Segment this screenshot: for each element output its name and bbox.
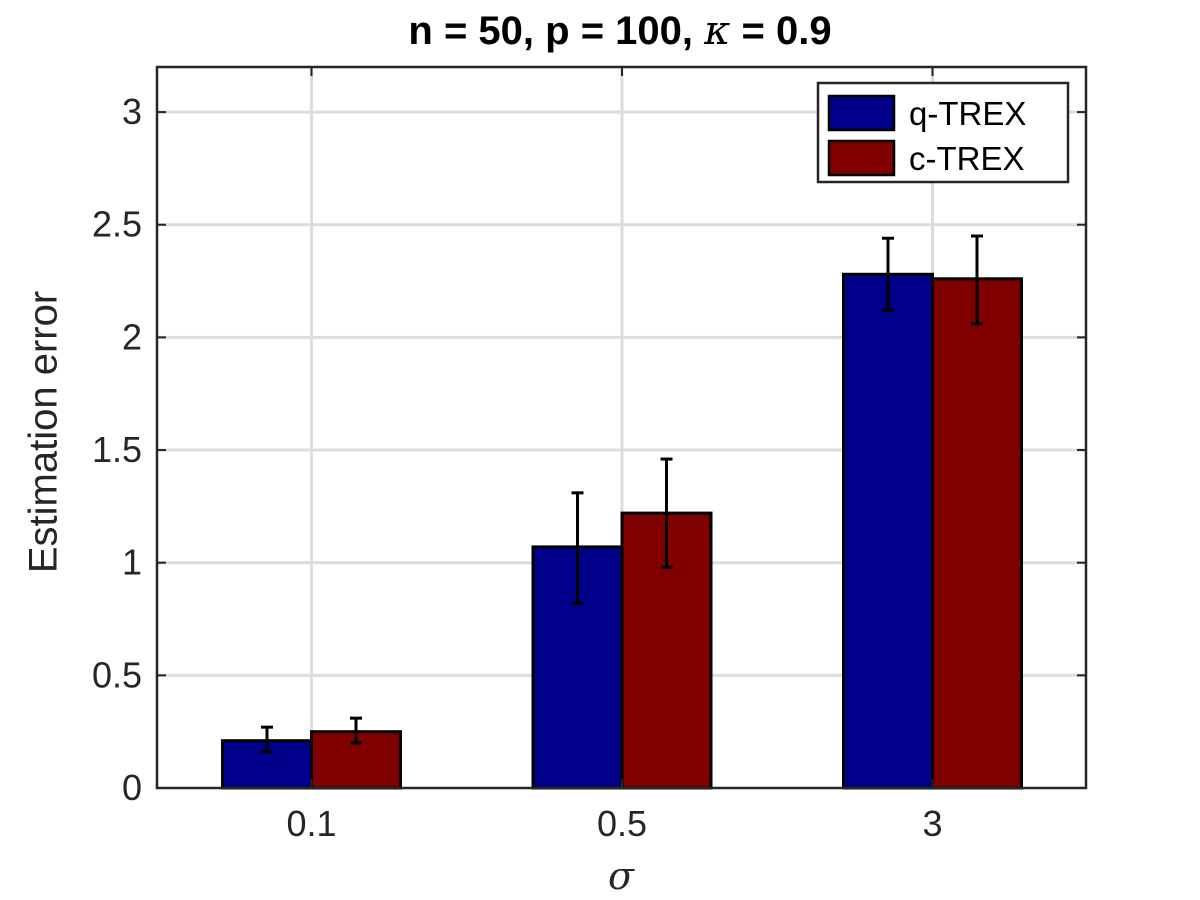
legend-label-q-TREX: q-TREX: [909, 95, 1026, 132]
x-tick-label: 0.5: [597, 803, 647, 844]
chart-title: n = 50, p = 100, κ = 0.9: [0, 8, 1200, 54]
tick-labels: 0 0.5 1 1.5 2 2.5 3 0.1 0.5 3: [92, 67, 1086, 844]
x-axis-label: σ: [608, 854, 634, 898]
error-bars: [261, 234, 983, 754]
y-axis-label: Estimation error: [21, 290, 66, 574]
y-tick-label: 0.5: [92, 654, 142, 695]
legend-swatch-c-TREX: [827, 139, 896, 177]
x-tick-label: 0.1: [286, 803, 336, 844]
legend-label-c-TREX: c-TREX: [909, 140, 1025, 177]
chart-title-suffix: = 0.9: [730, 9, 832, 53]
y-tick-label: 3: [122, 91, 142, 132]
chart-title-prefix: n = 50, p = 100,: [408, 9, 705, 53]
bar-q-TREX-3: [842, 272, 934, 790]
x-tick-label: 3: [922, 803, 942, 844]
y-tick-label: 1: [122, 542, 142, 583]
y-tick-label: 2: [122, 316, 142, 357]
chart-title-symbol: κ: [704, 8, 731, 54]
y-tick-label: 2.5: [92, 204, 142, 245]
bars: [221, 272, 1023, 790]
y-tick-label: 1.5: [92, 429, 142, 470]
bar-c-TREX-3: [931, 277, 1023, 790]
y-tick-label: 0: [122, 767, 142, 808]
legend: q-TREX c-TREX: [816, 81, 1070, 184]
legend-swatch-q-TREX: [827, 94, 896, 132]
